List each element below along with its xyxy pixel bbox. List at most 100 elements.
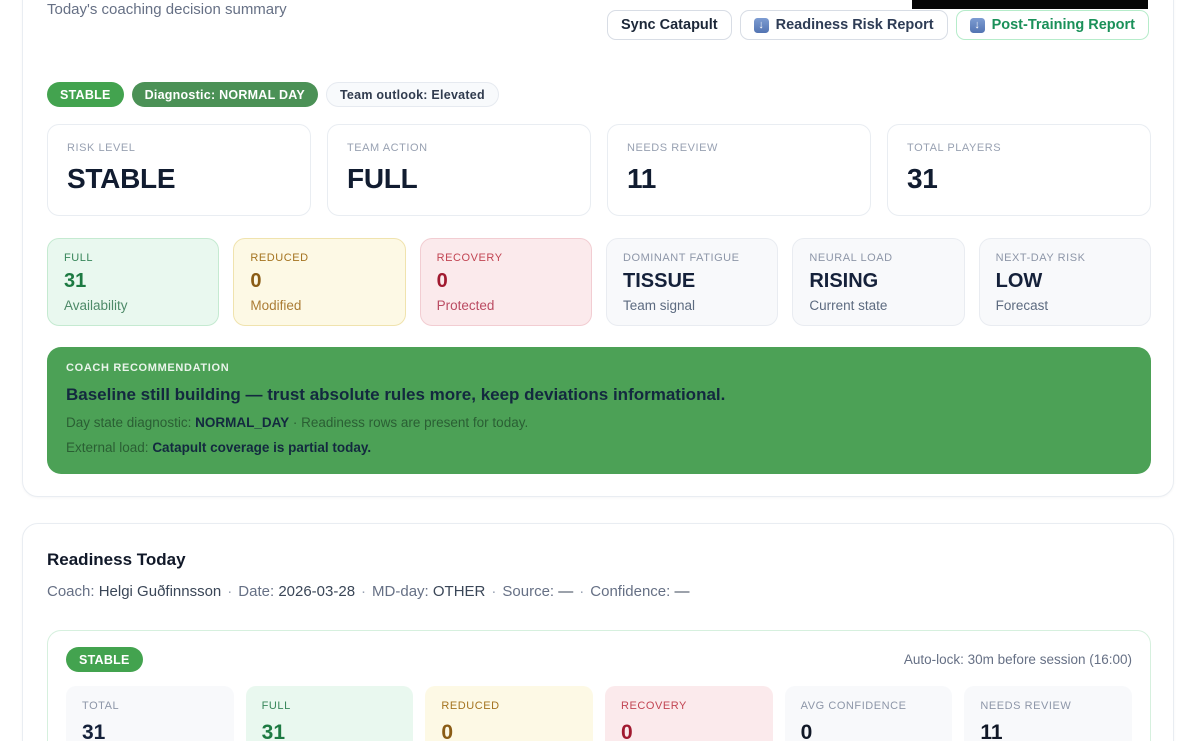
mini-card-total: TOTAL 31 [66, 686, 234, 741]
stat-caption: Current state [809, 298, 888, 313]
download-icon: ↓ [753, 17, 769, 33]
stat-value: 11 [980, 721, 1003, 741]
sync-catapult-label: Sync Catapult [620, 17, 718, 33]
stat-card-team-action: TEAM ACTION FULL [327, 124, 591, 216]
stat-label: DOMINANT FATIGUE [622, 252, 740, 264]
status-badge: STABLE [66, 647, 143, 672]
stat-label: RECOVERY [436, 252, 503, 264]
line-prefix: Day state diagnostic: [66, 415, 196, 430]
mini-card-full: FULL 31 [245, 686, 414, 741]
line-strong: NORMAL_DAY [195, 415, 290, 430]
stat-value: STABLE [67, 163, 176, 194]
download-icon: ↓ [969, 17, 985, 33]
stat-value: TISSUE [622, 270, 696, 292]
stat-value: RISING [809, 270, 879, 292]
stat-label: TOTAL [82, 700, 120, 712]
readiness-today-panel: Readiness Today Coach: Helgi Guðfinnsson… [22, 523, 1174, 741]
meta-value: — [558, 583, 574, 600]
stat-label: RISK LEVEL [67, 142, 136, 154]
coach-recommendation-banner: COACH RECOMMENDATION Baseline still buil… [47, 347, 1151, 474]
decision-summary-panel: Today's coaching decision summary Sync C… [22, 0, 1174, 497]
post-training-report-button[interactable]: ↓ Post-Training Report [955, 10, 1149, 40]
meta-value: 2026-03-28 [278, 583, 356, 600]
breakdown-card-full: FULL 31 Availability [47, 238, 220, 326]
sync-catapult-button[interactable]: Sync Catapult [606, 10, 732, 40]
stat-label: FULL [261, 700, 291, 712]
line-suffix: · Readiness rows are present for today. [289, 415, 529, 430]
stat-label: TOTAL PLAYERS [907, 142, 1002, 154]
stat-caption: Modified [250, 298, 302, 313]
stat-value: 31 [82, 721, 106, 741]
meta-separator: · [361, 583, 367, 600]
stat-value: 0 [621, 721, 633, 741]
summary-stats-row: RISK LEVEL STABLE TEAM ACTION FULL NEEDS… [47, 124, 1151, 216]
meta-separator: · [491, 583, 497, 600]
stat-label: AVG CONFIDENCE [800, 700, 907, 712]
stat-value: 31 [907, 163, 938, 194]
stat-label: NEEDS REVIEW [980, 700, 1072, 712]
stat-card-total-players: TOTAL PLAYERS 31 [887, 124, 1151, 216]
top-black-bar [912, 0, 1148, 9]
team-outlook-badge: Team outlook: Elevated [325, 82, 499, 107]
stat-label: NEXT-DAY RISK [995, 252, 1086, 264]
meta-label: Confidence: [590, 583, 675, 600]
post-training-report-label: Post-Training Report [991, 17, 1135, 33]
meta-value: Helgi Guðfinnsson [98, 583, 222, 600]
status-badge: STABLE [47, 82, 124, 107]
readiness-risk-report-label: Readiness Risk Report [775, 17, 934, 33]
diagnostic-badge: Diagnostic: NORMAL DAY [131, 82, 318, 107]
recommendation-line-external-load: External load: Catapult coverage is part… [66, 440, 1132, 455]
readiness-meta-line: Coach: Helgi Guðfinnsson · Date: 2026-03-2… [47, 583, 690, 600]
readiness-status-card: STABLE Auto-lock: 30m before session (16… [47, 630, 1151, 741]
readiness-stats-row: TOTAL 31 FULL 31 REDUCED 0 RECOVERY 0 AV… [66, 686, 1132, 741]
toolbar: Sync Catapult ↓ Readiness Risk Report ↓ … [606, 10, 1149, 40]
readiness-risk-report-button[interactable]: ↓ Readiness Risk Report [739, 10, 948, 40]
stat-caption: Forecast [995, 298, 1049, 313]
stat-label: TEAM ACTION [347, 142, 428, 154]
meta-label: Source: [502, 583, 559, 600]
mini-card-reduced: REDUCED 0 [425, 686, 593, 741]
stat-label: FULL [64, 252, 94, 264]
breakdown-stats-row: FULL 31 Availability REDUCED 0 Modified … [47, 238, 1151, 326]
meta-value: — [674, 583, 690, 600]
meta-value: OTHER [432, 583, 486, 600]
stat-card-risk-level: RISK LEVEL STABLE [47, 124, 311, 216]
line-strong: Catapult coverage is partial today. [152, 440, 372, 455]
stat-value: 0 [250, 270, 262, 292]
breakdown-card-recovery: RECOVERY 0 Protected [419, 238, 592, 326]
stat-label: REDUCED [441, 700, 500, 712]
panel-title: Today's coaching decision summary [47, 1, 287, 18]
stat-value: LOW [995, 270, 1043, 292]
stat-value: FULL [347, 163, 418, 194]
stat-label: RECOVERY [621, 700, 687, 712]
stat-value: 0 [436, 270, 448, 292]
stat-label: NEEDS REVIEW [627, 142, 718, 154]
readiness-status-header: STABLE Auto-lock: 30m before session (16… [66, 647, 1132, 672]
recommendation-line-diagnostic: Day state diagnostic: NORMAL_DAY · Readi… [66, 415, 1132, 430]
meta-separator: · [227, 583, 233, 600]
stat-value: 0 [441, 721, 454, 741]
breakdown-card-dominant-fatigue: DOMINANT FATIGUE TISSUE Team signal [605, 238, 779, 326]
stat-value: 31 [261, 721, 286, 741]
line-prefix: External load: [66, 440, 153, 455]
meta-label: Date: [238, 583, 279, 600]
breakdown-card-reduced: REDUCED 0 Modified [233, 238, 406, 326]
stat-value: 0 [800, 721, 813, 741]
status-badges: STABLE Diagnostic: NORMAL DAY Team outlo… [47, 82, 499, 107]
stat-label: REDUCED [250, 252, 309, 264]
stat-value: 11 [627, 163, 657, 194]
mini-card-avg-confidence: AVG CONFIDENCE 0 [784, 686, 953, 741]
recommendation-label: COACH RECOMMENDATION [66, 362, 230, 374]
stat-caption: Protected [436, 298, 495, 313]
breakdown-card-neural-load: NEURAL LOAD RISING Current state [792, 238, 965, 326]
stat-card-needs-review: NEEDS REVIEW 11 [607, 124, 871, 216]
mini-card-needs-review: NEEDS REVIEW 11 [964, 686, 1132, 741]
autolock-note: Auto-lock: 30m before session (16:00) [903, 652, 1132, 667]
meta-separator: · [579, 583, 585, 600]
stat-value: 31 [64, 270, 87, 292]
stat-caption: Availability [64, 298, 128, 313]
meta-label: MD-day: [372, 583, 433, 600]
recommendation-title: Baseline still building — trust absolute… [66, 385, 726, 404]
section-heading: Readiness Today [47, 550, 186, 569]
